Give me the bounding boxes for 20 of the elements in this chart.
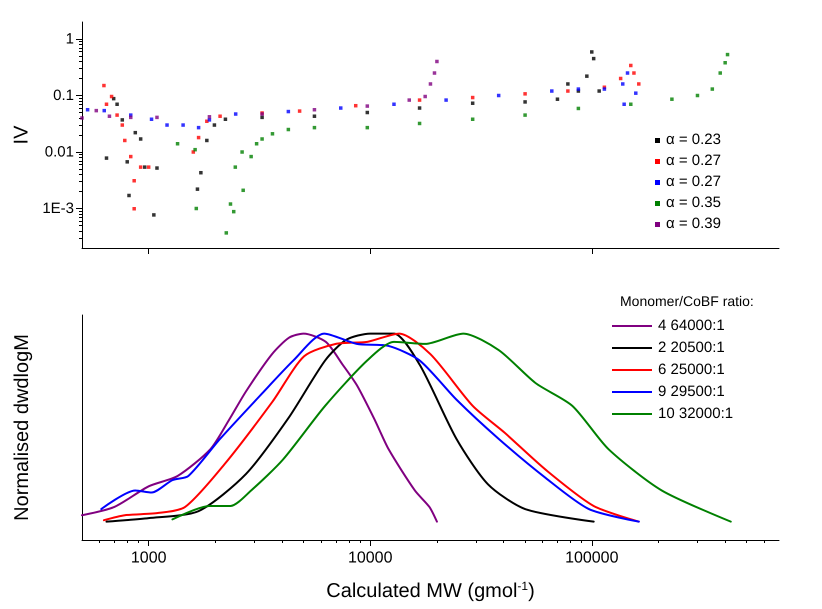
x-tick-label: 1000 xyxy=(130,550,167,566)
y-axis-title: IV xyxy=(10,124,32,144)
y-tick-label: 1E-3 xyxy=(42,200,74,218)
legend-title: Monomer/CoBF ratio: xyxy=(620,293,754,309)
y-tick-label: 0.01 xyxy=(44,144,74,161)
y-axis-title: Normalised dwdlogM xyxy=(11,334,33,521)
legend-label: 10 32000:1 xyxy=(658,405,734,422)
x-tick-label: 10000 xyxy=(348,550,393,566)
legend-label: α = 0.27 xyxy=(666,173,721,190)
x-tick-label: 100000 xyxy=(565,550,619,566)
legend-label: 2 20500:1 xyxy=(658,339,725,356)
y-tick-label: 1 xyxy=(66,30,74,48)
legend-label: α = 0.27 xyxy=(666,152,721,169)
legend-label: α = 0.23 xyxy=(666,131,721,148)
legend-label: α = 0.39 xyxy=(666,215,721,232)
legend-label: 4 64000:1 xyxy=(658,317,725,334)
legend-label: 9 29500:1 xyxy=(658,383,725,400)
y-tick-label: 0.1 xyxy=(53,87,74,104)
legend-label: α = 0.35 xyxy=(666,194,721,211)
legend-label: 6 25000:1 xyxy=(658,361,725,378)
